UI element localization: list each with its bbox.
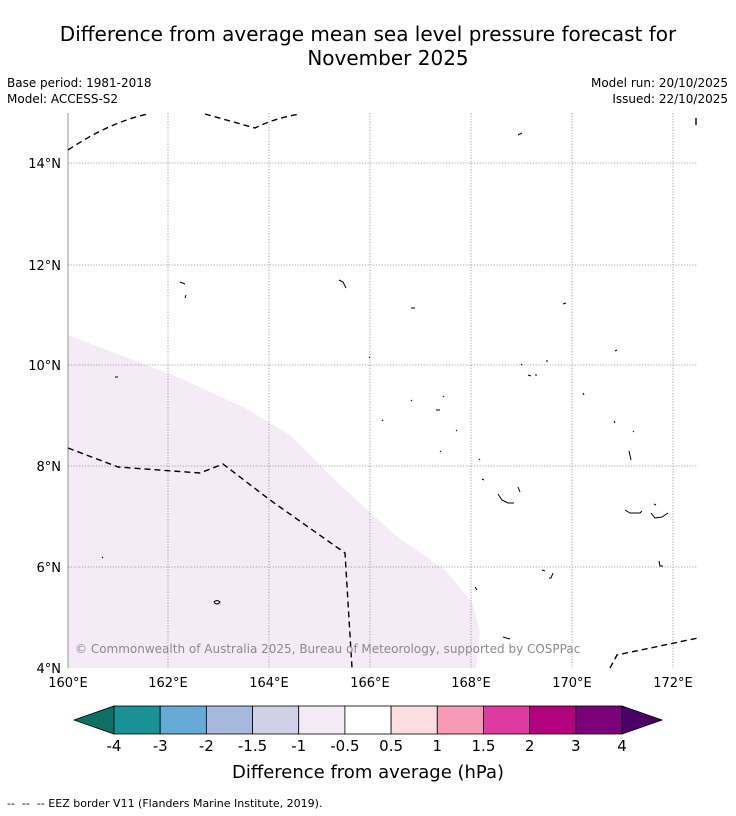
lat-label: 4°N: [37, 662, 62, 677]
colorbar-bin: [390, 705, 438, 735]
island: [517, 132, 523, 136]
colorbar-bin: [205, 705, 253, 735]
colorbar-tick-label: -4: [107, 737, 122, 755]
lon-label: 160°E: [48, 676, 88, 691]
model-name: Model: ACCESS-S2: [7, 92, 119, 106]
lat-label: 6°N: [37, 561, 62, 576]
island: [338, 279, 347, 289]
anomaly-region: [68, 335, 480, 668]
eez-border-south-east: [609, 637, 699, 669]
island: [368, 356, 371, 359]
colorbar-bin: [483, 705, 531, 735]
graticule: [68, 113, 698, 668]
colorbar-bin: [529, 705, 577, 735]
island: [410, 392, 585, 411]
title-line-2: November 2025: [307, 46, 469, 70]
colorbar-tick-label: -2: [199, 737, 214, 755]
colorbar-title: Difference from average (hPa): [232, 762, 504, 783]
issued-date: Issued: 22/10/2025: [612, 92, 728, 106]
meta-right: Model run: 20/10/2025 Issued: 22/10/2025: [591, 75, 728, 107]
colorbar-extend-below: [72, 705, 115, 735]
islands: [101, 132, 669, 640]
colorbar-tick-label: 1.5: [472, 737, 496, 755]
island: [653, 503, 657, 506]
lat-label: 10°N: [28, 359, 61, 374]
colorbar-tick-label: -1: [291, 737, 306, 755]
meta-left: Base period: 1981-2018 Model: ACCESS-S2: [7, 75, 152, 107]
island: [213, 600, 221, 605]
copyright-notice: © Commonwealth of Australia 2025, Bureau…: [75, 642, 580, 656]
eez-border-north-west: [67, 113, 149, 151]
island: [497, 486, 521, 504]
colorbar-tick-label: -1.5: [238, 737, 267, 755]
lon-label: 172°E: [653, 676, 693, 691]
eez-legend-note: -- -- -- EEZ border V11 (Flanders Marine…: [7, 797, 323, 810]
eez-borders: [67, 113, 699, 669]
colorbar-extend-above: [621, 705, 664, 735]
island: [478, 458, 485, 481]
lon-label: 170°E: [552, 676, 592, 691]
colorbar-tick-label: 1: [432, 737, 442, 755]
title-line-1: Difference from average mean sea level p…: [59, 22, 677, 46]
colorbar-tick-label: 0.5: [379, 737, 403, 755]
island: [520, 360, 548, 377]
colorbar-bin: [436, 705, 484, 735]
map-panel: © Commonwealth of Australia 2025, Bureau…: [67, 113, 699, 669]
colorbar-tick-label: 3: [571, 737, 581, 755]
colorbar-tick-label: -0.5: [330, 737, 359, 755]
island: [474, 586, 478, 591]
island: [541, 569, 554, 579]
colorbar-bins: [113, 705, 623, 735]
colorbar-bin: [159, 705, 207, 735]
base-period: Base period: 1981-2018: [7, 76, 152, 90]
colorbar-bin: [575, 705, 623, 735]
island: [624, 509, 669, 519]
lat-label: 12°N: [28, 259, 61, 274]
colorbar-bin: [252, 705, 300, 735]
island: [658, 560, 663, 567]
colorbar-bin: [298, 705, 346, 735]
colorbar-tick-label: -3: [153, 737, 168, 755]
colorbar-tick-label: 2: [525, 737, 535, 755]
lon-label: 166°E: [350, 676, 390, 691]
lon-label: 164°E: [249, 676, 289, 691]
lat-label: 14°N: [28, 157, 61, 172]
lon-label: 162°E: [148, 676, 188, 691]
island: [179, 281, 187, 299]
colorbar: -4 -3 -2 -1.5 -1 -0.5 0.5 1 1.5 2 3 4 Difference fr…: [72, 705, 664, 783]
island: [439, 450, 632, 461]
longitude-labels: 160°E 162°E 164°E 166°E 168°E 170°E 172°…: [48, 676, 693, 691]
model-run: Model run: 20/10/2025: [590, 76, 728, 90]
eez-border-north: [204, 113, 301, 129]
eez-border-central: [67, 447, 353, 669]
colorbar-tick-label: 4: [617, 737, 627, 755]
colorbar-tick-labels: -4 -3 -2 -1.5 -1 -0.5 0.5 1 1.5 2 3 4: [107, 737, 627, 755]
colorbar-bin: [113, 705, 161, 735]
island: [614, 349, 618, 352]
chart-title: Difference from average mean sea level p…: [0, 22, 736, 70]
lon-label: 168°E: [451, 676, 491, 691]
colorbar-bin: [344, 705, 392, 735]
island: [101, 556, 104, 559]
island: [502, 636, 511, 640]
island: [381, 419, 635, 433]
latitude-labels: 14°N 12°N 10°N 8°N 6°N 4°N: [28, 157, 61, 677]
lat-label: 8°N: [37, 460, 62, 475]
island: [562, 302, 567, 305]
